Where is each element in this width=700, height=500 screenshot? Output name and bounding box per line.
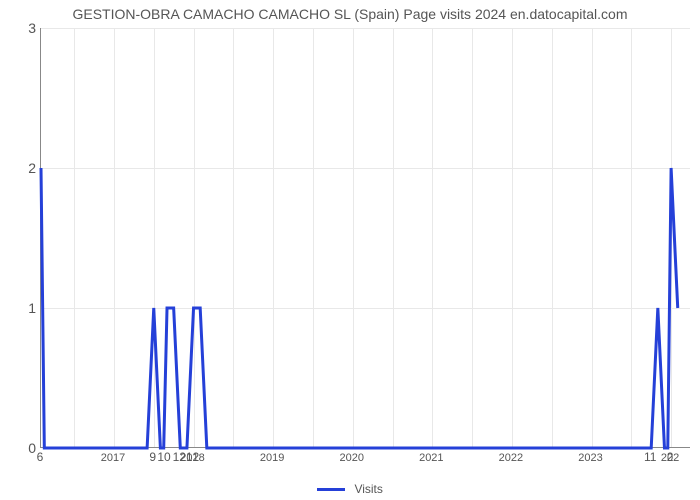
y-tick-label: 2 bbox=[22, 160, 36, 176]
point-label: 6 bbox=[37, 450, 44, 464]
legend-swatch bbox=[317, 488, 345, 491]
x-tick-label: 2019 bbox=[260, 452, 284, 464]
point-label: 2 bbox=[667, 450, 674, 464]
legend: Visits bbox=[0, 482, 700, 496]
point-label: 12 bbox=[186, 450, 199, 464]
point-label: 12 bbox=[173, 450, 186, 464]
point-label: 9 bbox=[149, 450, 156, 464]
plot-area bbox=[40, 28, 690, 448]
y-tick-label: 1 bbox=[22, 300, 36, 316]
chart-container: GESTION-OBRA CAMACHO CAMACHO SL (Spain) … bbox=[0, 0, 700, 500]
y-tick-label: 0 bbox=[22, 440, 36, 456]
x-tick-label: 2020 bbox=[339, 452, 363, 464]
chart-title: GESTION-OBRA CAMACHO CAMACHO SL (Spain) … bbox=[0, 6, 700, 22]
x-tick-label: 2023 bbox=[578, 452, 602, 464]
x-tick-label: 2017 bbox=[101, 452, 125, 464]
point-label: 11 bbox=[644, 450, 656, 464]
legend-label: Visits bbox=[354, 482, 382, 496]
point-label: 10 bbox=[157, 450, 170, 464]
y-tick-label: 3 bbox=[22, 20, 36, 36]
line-series bbox=[41, 28, 690, 447]
x-tick-label: 2022 bbox=[499, 452, 523, 464]
x-tick-label: 2021 bbox=[419, 452, 443, 464]
